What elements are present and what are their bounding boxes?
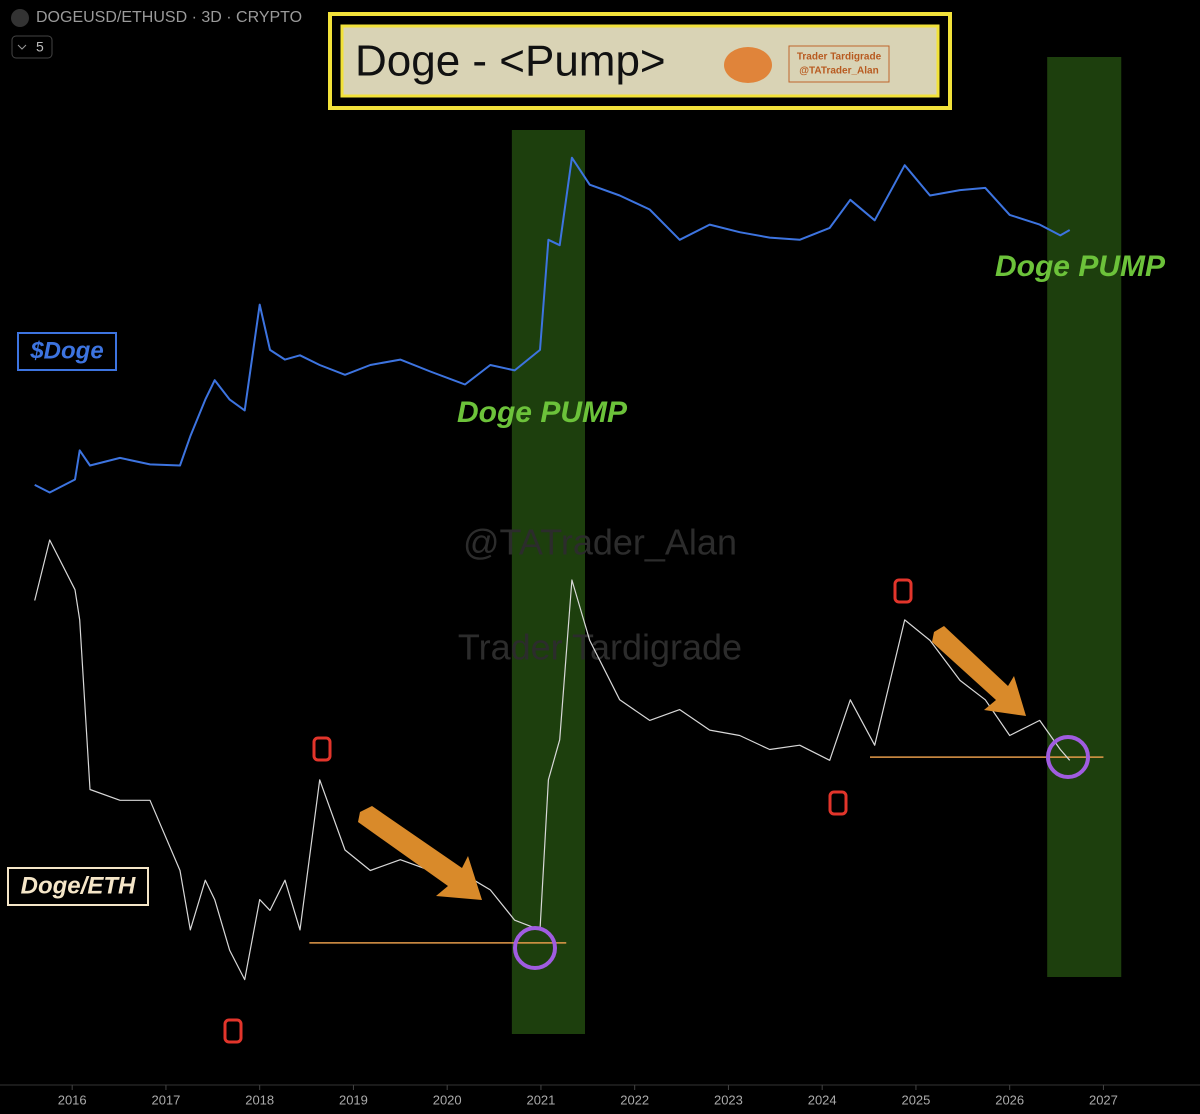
title-box xyxy=(340,24,940,98)
highlight-band xyxy=(1047,57,1122,977)
arrow xyxy=(932,626,1026,716)
arrow xyxy=(358,806,482,900)
series-label: $Doge xyxy=(29,337,103,364)
chevron xyxy=(17,44,27,50)
logo-text: @TATrader_Alan xyxy=(799,66,878,77)
logo-box xyxy=(788,45,890,83)
x-axis-labels: 2016 2017 2018 2019 2020 2021 2022 2023 2024 2025… xyxy=(58,1085,1118,1107)
chart-title: Doge - <Pump> xyxy=(355,37,666,86)
x-tick-label: 2025 xyxy=(901,1092,930,1107)
symbol-icon xyxy=(11,9,29,27)
watermark: @TATrader_Alan xyxy=(463,522,737,563)
series-label-box xyxy=(7,867,149,906)
logo-text: Trader Tardigrade xyxy=(797,52,882,63)
x-tick-label: 2020 xyxy=(433,1092,462,1107)
series-label: Doge/ETH xyxy=(21,872,136,899)
x-tick-label: 2022 xyxy=(620,1092,649,1107)
hand-icon xyxy=(312,736,332,762)
plot xyxy=(34,156,1104,981)
x-tick-label: 2017 xyxy=(151,1092,180,1107)
title-frame xyxy=(328,12,952,110)
interval: 5 xyxy=(36,39,44,55)
symbol: DOGEUSD/ETHUSD · 3D · CRYPTO xyxy=(36,9,302,26)
series-line xyxy=(34,539,1071,981)
x-tick-label: 2021 xyxy=(526,1092,555,1107)
x-tick-label: 2027 xyxy=(1089,1092,1118,1107)
x-tick-label: 2024 xyxy=(808,1092,837,1107)
highlight-band xyxy=(511,130,585,1034)
logo-icon xyxy=(724,47,772,83)
x-tick-label: 2023 xyxy=(714,1092,743,1107)
highlight-circle xyxy=(1046,735,1090,779)
interval-box[interactable] xyxy=(11,35,53,59)
x-tick-label: 2026 xyxy=(995,1092,1024,1107)
series-label-box xyxy=(17,332,117,371)
series-line xyxy=(34,156,1071,494)
hand-icon xyxy=(828,790,848,816)
annotation: Doge PUMP xyxy=(995,250,1166,283)
x-tick-label: 2018 xyxy=(245,1092,274,1107)
highlight-circle xyxy=(513,926,557,970)
hand-icon xyxy=(893,578,913,604)
hand-icon xyxy=(223,1018,243,1044)
annotation: Doge PUMP xyxy=(457,396,628,429)
x-tick-label: 2016 xyxy=(58,1092,87,1107)
x-tick-label: 2019 xyxy=(339,1092,368,1107)
